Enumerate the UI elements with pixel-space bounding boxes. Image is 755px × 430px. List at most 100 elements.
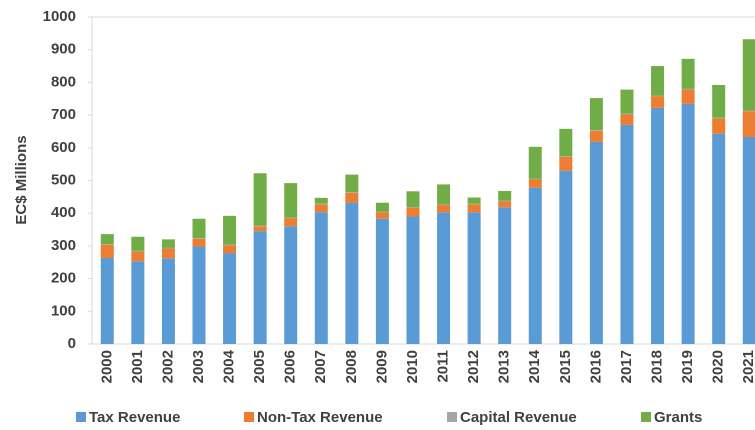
x-tick-label: 2018 bbox=[649, 350, 666, 383]
legend-swatch bbox=[244, 412, 254, 422]
bar-segment bbox=[651, 95, 665, 97]
y-axis-label: EC$ Millions bbox=[13, 135, 30, 224]
legend-swatch bbox=[641, 412, 651, 422]
bar-segment bbox=[131, 251, 145, 262]
bar-segment bbox=[589, 141, 603, 344]
bar-segment bbox=[100, 234, 114, 245]
bar-segment bbox=[437, 212, 451, 344]
bar-segment bbox=[223, 253, 237, 344]
bar-segment bbox=[528, 146, 542, 179]
bar-segment bbox=[437, 184, 451, 205]
legend-label: Tax Revenue bbox=[89, 409, 180, 426]
bar-segment bbox=[437, 205, 451, 213]
bar-segment bbox=[253, 231, 267, 344]
bar-segment bbox=[161, 247, 175, 249]
bar-segment bbox=[100, 244, 114, 245]
bar-segment bbox=[620, 89, 634, 114]
x-tick-label: 2012 bbox=[465, 350, 482, 383]
bar-segment bbox=[223, 245, 237, 254]
x-tick-label: 2008 bbox=[343, 350, 360, 383]
bar-segment bbox=[589, 98, 603, 131]
x-tick-label: 2001 bbox=[129, 350, 146, 383]
legend-label: Non-Tax Revenue bbox=[257, 409, 383, 426]
bar-segment bbox=[498, 200, 512, 202]
bar-segment bbox=[681, 58, 695, 89]
x-tick-label: 2002 bbox=[159, 350, 176, 383]
x-tick-label: 2019 bbox=[679, 350, 696, 383]
x-tick-label: 2016 bbox=[587, 350, 604, 383]
legend-label: Capital Revenue bbox=[460, 409, 577, 426]
bar-segment bbox=[712, 133, 726, 344]
bar-segment bbox=[651, 66, 665, 96]
x-tick-label: 2009 bbox=[373, 350, 390, 383]
y-tick-label: 600 bbox=[51, 139, 76, 156]
bar-segment bbox=[131, 261, 145, 344]
y-tick-label: 900 bbox=[51, 41, 76, 58]
y-tick-label: 400 bbox=[51, 204, 76, 221]
x-tick-label: 2005 bbox=[251, 350, 268, 383]
bar-segment bbox=[559, 170, 573, 344]
bar-segment bbox=[651, 107, 665, 344]
bar-segment bbox=[161, 239, 175, 248]
y-tick-label: 300 bbox=[51, 237, 76, 254]
bar-segment bbox=[589, 130, 603, 131]
bar-segment bbox=[100, 257, 114, 344]
y-tick-label: 700 bbox=[51, 106, 76, 123]
legend-swatch bbox=[447, 412, 457, 422]
x-tick-label: 2014 bbox=[526, 349, 543, 383]
bar-segment bbox=[467, 197, 481, 204]
bar-segment bbox=[192, 218, 206, 239]
bar-segment bbox=[284, 217, 298, 219]
bar-segment bbox=[345, 192, 359, 193]
bar-segment bbox=[742, 111, 755, 138]
y-tick-label: 100 bbox=[51, 302, 76, 319]
bar-segment bbox=[437, 204, 451, 206]
bar-segment bbox=[192, 246, 206, 344]
bar-segment bbox=[253, 225, 267, 227]
y-tick-label: 0 bbox=[68, 335, 76, 352]
legend-swatch bbox=[76, 412, 86, 422]
x-tick-label: 2007 bbox=[312, 350, 329, 383]
bar-segment bbox=[375, 202, 389, 212]
bar-segment bbox=[131, 236, 145, 251]
bar-segment bbox=[345, 174, 359, 193]
bar-segment bbox=[253, 173, 267, 226]
bar-segment bbox=[620, 113, 634, 115]
legend-label: Grants bbox=[654, 409, 702, 426]
bar-segment bbox=[467, 212, 481, 344]
x-tick-label: 2010 bbox=[404, 350, 421, 383]
bar-segment bbox=[681, 89, 695, 104]
x-tick-label: 2020 bbox=[710, 350, 727, 383]
bar-segment bbox=[589, 130, 603, 142]
bar-segment bbox=[651, 96, 665, 108]
bar-segment bbox=[559, 156, 573, 171]
bar-segment bbox=[681, 103, 695, 344]
bar-segment bbox=[467, 204, 481, 213]
bar-segment bbox=[406, 191, 420, 207]
bar-segment bbox=[406, 216, 420, 344]
y-tick-label: 800 bbox=[51, 73, 76, 90]
bar-segment bbox=[406, 206, 420, 208]
x-tick-label: 2003 bbox=[190, 350, 207, 383]
bar-segment bbox=[712, 118, 726, 134]
bar-segment bbox=[742, 137, 755, 344]
y-tick-label: 200 bbox=[51, 270, 76, 287]
x-tick-label: 2013 bbox=[496, 350, 513, 383]
bar-segment bbox=[223, 244, 237, 246]
bar-segment bbox=[559, 156, 573, 157]
x-tick-label: 2017 bbox=[618, 350, 635, 383]
x-tick-label: 2011 bbox=[435, 350, 452, 383]
bar-segment bbox=[681, 88, 695, 90]
bar-segment bbox=[192, 238, 206, 239]
bar-segment bbox=[253, 226, 267, 232]
x-tick-label: 2004 bbox=[221, 349, 238, 383]
bar-segment bbox=[712, 85, 726, 118]
x-tick-label: 2021 bbox=[740, 350, 755, 383]
bar-segment bbox=[375, 218, 389, 344]
bar-segment bbox=[528, 179, 542, 188]
bar-segment bbox=[559, 128, 573, 157]
bar-segment bbox=[100, 244, 114, 258]
bar-segment bbox=[314, 203, 328, 205]
bar-segment bbox=[284, 218, 298, 227]
